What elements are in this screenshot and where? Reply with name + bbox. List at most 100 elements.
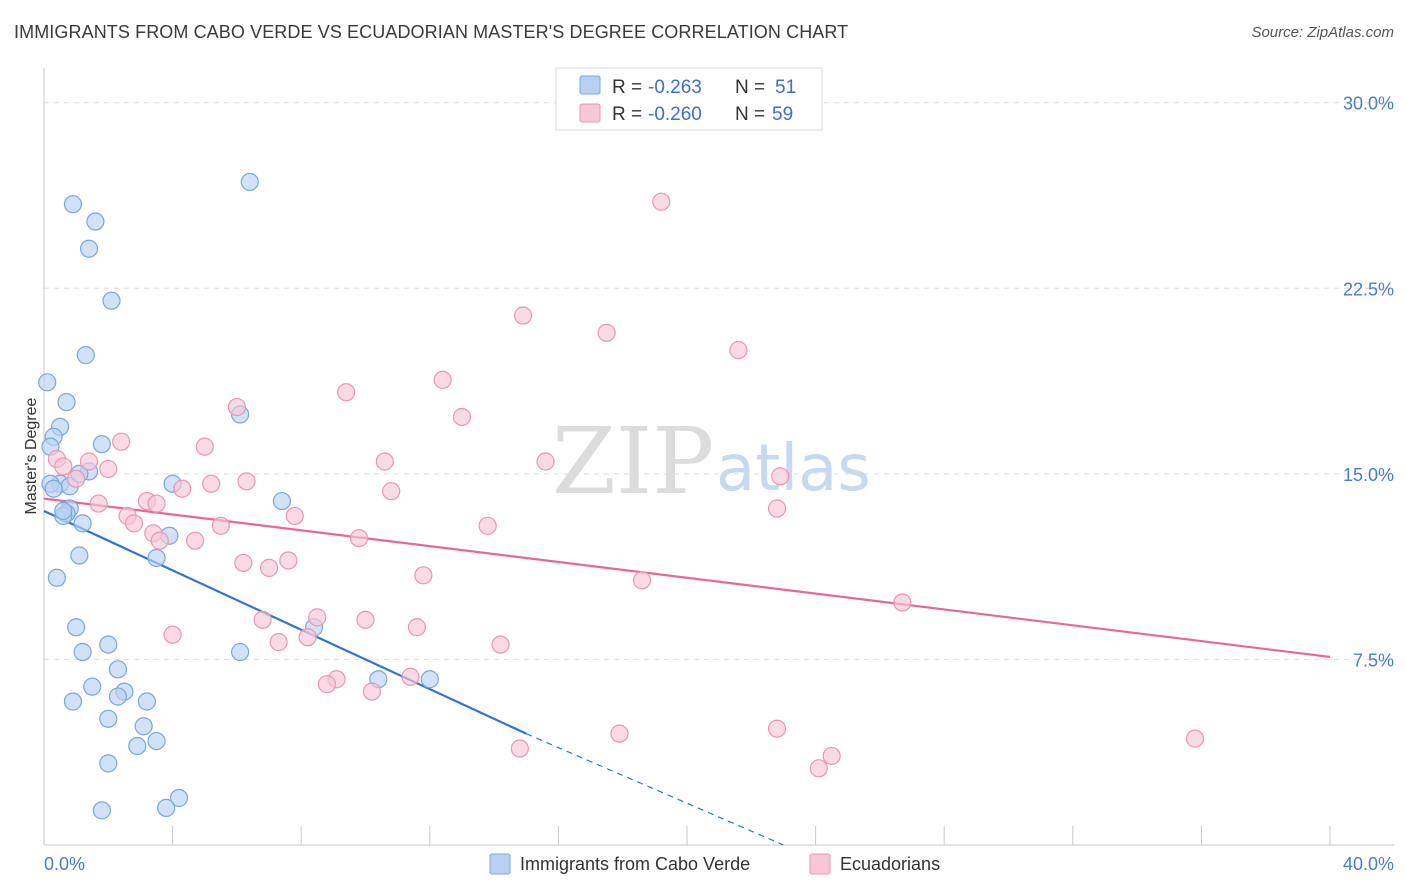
trend-line-cabo-verde-extension: [526, 733, 784, 846]
point-ecuadorian: [227, 397, 246, 417]
y-tick-label: 15.0%: [1343, 465, 1394, 485]
point-ecuadorian: [237, 472, 256, 491]
point-ecuadorian: [491, 635, 510, 654]
point-ecuadorian: [54, 457, 73, 476]
point-ecuadorian: [893, 593, 912, 612]
point-ecuadorian: [767, 499, 787, 518]
point-ecuadorian: [211, 516, 230, 535]
point-cabo-verde: [92, 435, 111, 454]
legend-r-value-2: -0.260: [648, 104, 702, 125]
point-cabo-verde: [99, 635, 118, 654]
point-cabo-verde: [92, 801, 111, 820]
point-cabo-verde: [38, 373, 57, 392]
point-cabo-verde: [47, 568, 66, 587]
point-cabo-verde: [420, 670, 439, 689]
point-ecuadorian: [433, 370, 452, 389]
legend-n-value-1: 51: [775, 77, 796, 98]
point-cabo-verde: [137, 692, 156, 711]
legend-n-label-2: N =: [735, 104, 765, 125]
point-ecuadorian: [202, 474, 221, 493]
point-ecuadorian: [822, 746, 841, 766]
point-ecuadorian: [124, 514, 144, 533]
trend-lines: [43, 497, 1331, 846]
point-cabo-verde: [169, 788, 189, 808]
trend-line-ecuadorians: [43, 497, 1331, 659]
point-cabo-verde: [134, 717, 153, 736]
watermark: ZIP atlas: [552, 408, 871, 515]
point-ecuadorian: [382, 482, 401, 501]
bottom-legend-label-1: Immigrants from Cabo Verde: [520, 854, 750, 874]
chart-title: IMMIGRANTS FROM CABO VERDE VS ECUADORIAN…: [14, 22, 849, 42]
grid: 7.5% 15.0% 22.5% 30.0%: [44, 94, 1394, 670]
watermark-zip: ZIP: [552, 408, 714, 515]
point-ecuadorian: [67, 469, 86, 488]
point-ecuadorian: [349, 529, 369, 548]
point-cabo-verde: [73, 642, 92, 662]
point-ecuadorian: [269, 633, 288, 652]
point-cabo-verde: [147, 731, 166, 751]
point-cabo-verde: [157, 798, 176, 817]
point-cabo-verde: [272, 491, 292, 511]
point-cabo-verde: [63, 692, 83, 711]
point-cabo-verde: [108, 687, 128, 706]
point-cabo-verde: [99, 709, 118, 728]
x-tick-label-max: 40.0%: [1343, 854, 1394, 874]
source-label: Source: ZipAtlas.com: [1251, 24, 1394, 41]
data-points: [38, 172, 1205, 820]
point-cabo-verde: [102, 291, 121, 310]
point-ecuadorian: [767, 719, 787, 738]
point-ecuadorian: [150, 531, 169, 550]
point-cabo-verde: [54, 501, 73, 521]
point-cabo-verde: [128, 736, 147, 756]
point-ecuadorian: [163, 625, 182, 644]
point-ecuadorian: [478, 516, 497, 535]
point-ecuadorian: [536, 452, 555, 471]
point-ecuadorian: [401, 667, 420, 686]
point-cabo-verde: [231, 642, 250, 662]
point-cabo-verde: [99, 754, 118, 773]
trend-line-cabo-verde: [43, 509, 527, 735]
point-ecuadorian: [771, 467, 790, 486]
point-ecuadorian: [809, 759, 828, 778]
point-ecuadorian: [173, 479, 192, 498]
point-ecuadorian: [632, 571, 652, 590]
point-ecuadorian: [285, 506, 304, 526]
point-cabo-verde: [63, 195, 83, 214]
point-ecuadorian: [317, 675, 337, 694]
y-tick-label: 22.5%: [1343, 279, 1394, 299]
point-cabo-verde: [57, 393, 76, 412]
legend-r-value-1: -0.263: [648, 77, 702, 98]
point-ecuadorian: [279, 551, 298, 570]
point-ecuadorian: [147, 494, 166, 513]
point-ecuadorian: [253, 610, 272, 629]
point-cabo-verde: [79, 239, 99, 258]
point-cabo-verde: [70, 546, 89, 565]
legend-box: R = -0.263 N = 51 R = -0.260 N = 59: [555, 67, 823, 131]
point-cabo-verde: [76, 346, 95, 365]
point-ecuadorian: [99, 459, 118, 479]
point-ecuadorian: [89, 494, 108, 513]
point-ecuadorian: [259, 558, 279, 577]
point-ecuadorian: [375, 452, 394, 471]
point-cabo-verde: [83, 677, 102, 696]
point-ecuadorian: [308, 608, 327, 627]
point-ecuadorian: [337, 383, 356, 402]
legend-n-value-2: 59: [772, 104, 793, 125]
point-ecuadorian: [234, 553, 253, 573]
point-ecuadorian: [356, 610, 375, 629]
y-tick-label: 30.0%: [1343, 94, 1394, 114]
point-ecuadorian: [414, 566, 433, 585]
point-ecuadorian: [112, 432, 131, 451]
point-ecuadorian: [407, 618, 427, 637]
point-ecuadorian: [1185, 729, 1205, 748]
y-tick-label: 7.5%: [1353, 650, 1394, 670]
bottom-legend-swatch-blue: [489, 853, 511, 875]
point-ecuadorian: [362, 682, 382, 701]
point-ecuadorian: [298, 628, 317, 647]
bottom-legend-label-2: Ecuadorians: [840, 854, 940, 874]
point-cabo-verde: [108, 660, 128, 679]
legend-swatch-pink: [579, 103, 601, 123]
point-ecuadorian: [610, 724, 629, 743]
point-ecuadorian: [729, 341, 748, 360]
